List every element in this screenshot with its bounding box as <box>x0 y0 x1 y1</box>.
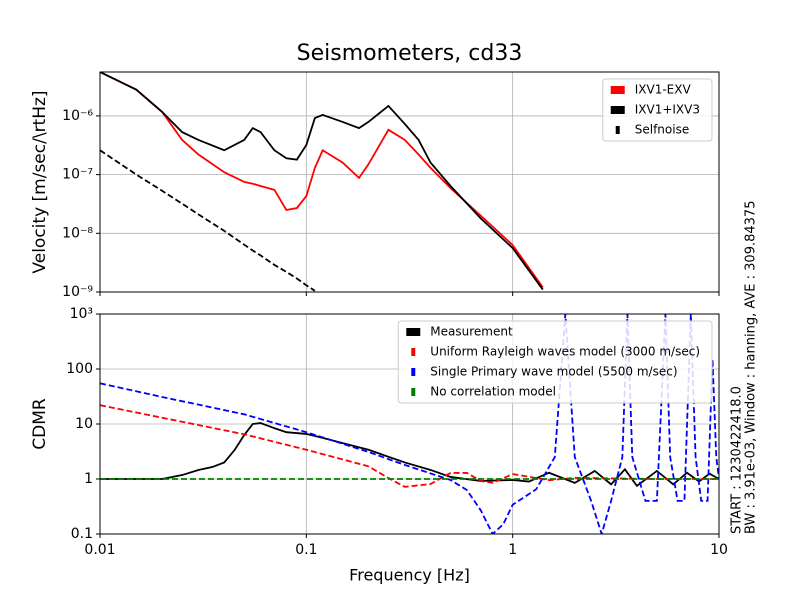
series-line <box>100 149 316 292</box>
axes-frame <box>99 313 720 535</box>
y-tick-label: 10 <box>75 416 93 432</box>
y-tick-label: 10⁻⁶ <box>62 108 93 124</box>
chart-title: Seismometers, cd33 <box>297 41 523 66</box>
annotation: BW : 3.91e-03, Window : hanning, AVE : 3… <box>744 201 759 534</box>
legend: IXV1-EXV IXV1+IXV3 Selfnoise <box>602 78 713 142</box>
x-axis-label: Frequency [Hz] <box>349 566 470 585</box>
legend-label: Uniform Rayleigh waves model (3000 m/sec… <box>430 345 700 359</box>
legend-box <box>397 320 713 404</box>
legend-label: Selfnoise <box>635 123 689 137</box>
axes-frame <box>99 71 720 293</box>
y-tick-label: 1 <box>84 471 93 487</box>
x-tick-label: 0.01 <box>84 542 115 558</box>
y-tick-label: 100 <box>66 361 93 377</box>
legend-label: Single Primary wave model (5500 m/sec) <box>430 365 677 379</box>
x-tick-label: 1 <box>508 542 517 558</box>
legend-swatch <box>610 86 625 94</box>
annotation: START : 1230422418.0 <box>730 386 745 534</box>
y-tick-label: 10⁻⁸ <box>62 225 93 241</box>
legend-swatch <box>411 368 416 376</box>
y-tick-label: 10⁻⁷ <box>62 167 93 183</box>
legend-swatch <box>615 126 620 134</box>
legend-swatch <box>411 348 416 356</box>
series-line <box>100 72 544 288</box>
x-tick-label: 10 <box>710 542 728 558</box>
legend-label: No correlation model <box>430 385 556 399</box>
series-line <box>100 72 544 291</box>
series-line <box>100 404 719 488</box>
legend-box <box>602 78 713 142</box>
legend: Measurement Uniform Rayleigh waves model … <box>397 320 713 404</box>
y-tick-label: 0.1 <box>71 526 93 542</box>
y-tick-label: 10⁻⁹ <box>62 284 93 300</box>
legend-label: Measurement <box>430 325 513 339</box>
legend-swatch <box>406 328 421 336</box>
legend-label: IXV1+IXV3 <box>635 103 700 117</box>
legend-label: IXV1-EXV <box>635 83 692 97</box>
x-tick-label: 0.1 <box>295 542 317 558</box>
series-line <box>100 422 719 488</box>
y-axis-label: Velocity [m/sec/\rtHz] <box>30 90 50 273</box>
legend-swatch <box>411 388 416 396</box>
y-axis-label: CDMR <box>30 398 50 450</box>
y-tick-label: 10³ <box>70 306 93 322</box>
legend-swatch <box>610 106 625 114</box>
